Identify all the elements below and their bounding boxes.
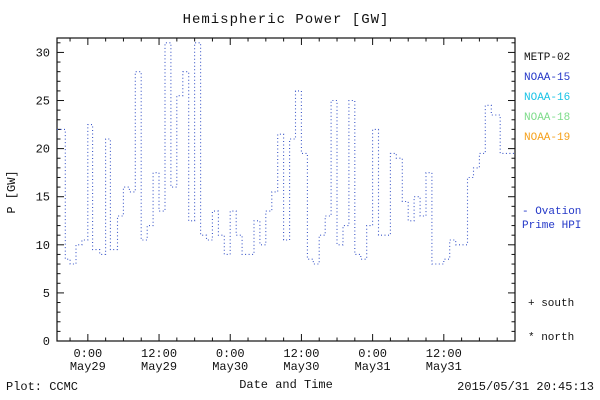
legend-marker-south: + south [528, 298, 575, 310]
satellite-legend: METP-02 NOAA-15 NOAA-16 NOAA-18 NOAA-19 [524, 48, 598, 148]
plot-frame [56, 37, 516, 342]
y-tick-label: 20 [36, 143, 50, 157]
legend-satellite: NOAA-19 [524, 132, 571, 144]
x-tick-date: May31 [355, 360, 391, 374]
y-tick-label: 10 [36, 239, 50, 253]
x-tick-date: May30 [283, 360, 319, 374]
x-tick-time: 12:00 [141, 347, 177, 361]
y-tick-label: 15 [36, 191, 50, 205]
x-tick-date: May29 [141, 360, 177, 374]
legend-satellite: NOAA-18 [524, 112, 571, 124]
x-tick-time: 0:00 [216, 347, 245, 361]
x-axis-label: Date and Time [239, 378, 333, 392]
x-tick-time: 0:00 [358, 347, 387, 361]
x-tick-time: 12:00 [426, 347, 462, 361]
y-tick-label: 5 [43, 287, 50, 301]
legend-satellite: NOAA-16 [524, 92, 571, 104]
legend-marker-north: * north [528, 332, 575, 344]
x-tick-date: May30 [212, 360, 248, 374]
legend-satellite: NOAA-15 [524, 72, 571, 84]
x-tick-time: 0:00 [73, 347, 102, 361]
y-tick-label: 25 [36, 95, 50, 109]
y-tick-label: 0 [43, 335, 50, 349]
plot-timestamp: 2015/05/31 20:45:13 [457, 380, 594, 394]
x-tick-time: 12:00 [283, 347, 319, 361]
ovation-line1: - Ovation [522, 206, 582, 218]
x-tick-date: May29 [70, 360, 106, 374]
x-tick-date: May31 [426, 360, 462, 374]
hpi-series-line [57, 42, 515, 265]
series-legend-ovation: - Ovation Prime HPI [522, 205, 581, 233]
ovation-line2: Prime HPI [522, 220, 582, 232]
plot-source-label: Plot: CCMC [6, 380, 79, 394]
chart-title: Hemispheric Power [GW] [182, 12, 390, 28]
legend-satellite: METP-02 [524, 52, 571, 64]
y-tick-label: 30 [36, 46, 50, 60]
